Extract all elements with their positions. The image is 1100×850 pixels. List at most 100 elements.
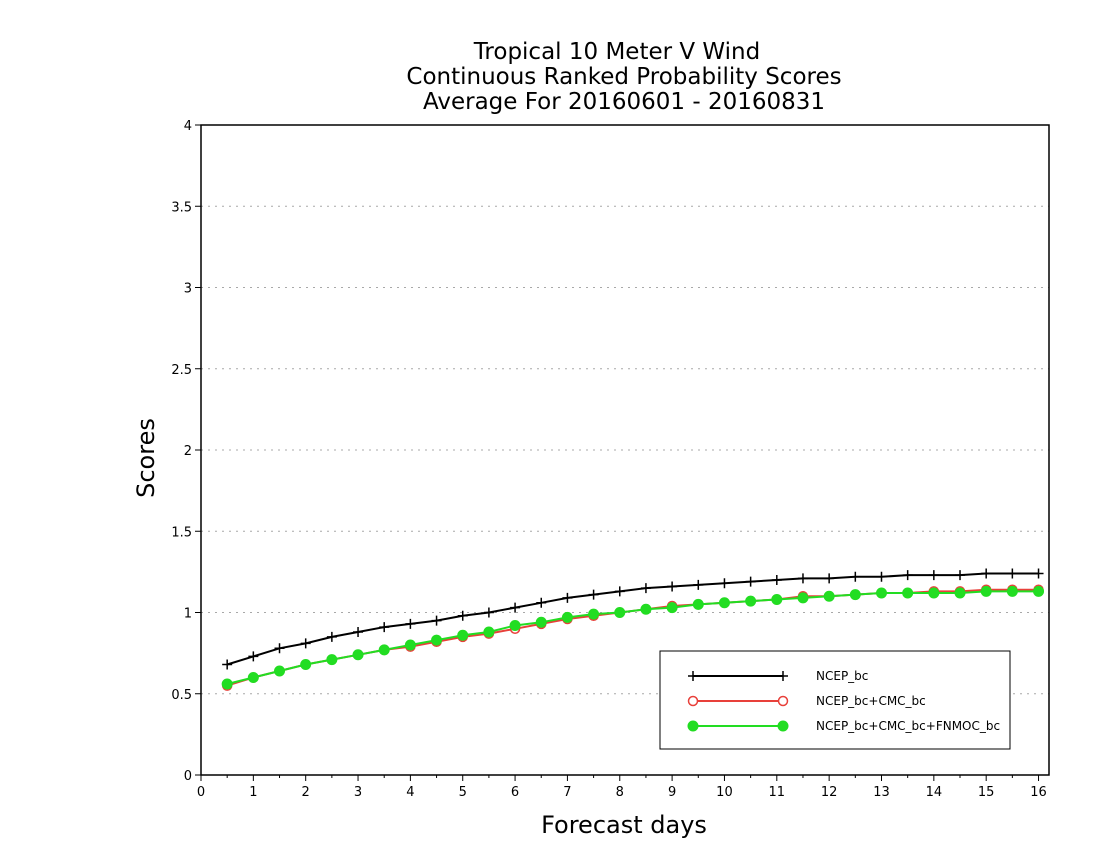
- x-tick-label: 8: [616, 785, 624, 800]
- plot-frame: [200, 124, 1050, 776]
- data-point: [718, 597, 730, 609]
- data-point: [876, 571, 887, 582]
- chart-subtitle-date-range: Average For 20160601 - 20160831: [423, 89, 825, 115]
- data-point: [248, 651, 259, 662]
- data-point: [849, 589, 861, 601]
- data-point: [614, 586, 625, 597]
- data-point: [222, 659, 233, 670]
- legend-marker: [777, 720, 789, 732]
- y-tick-label: 3: [184, 282, 192, 297]
- data-point: [1033, 585, 1045, 597]
- data-point: [561, 611, 573, 623]
- data-point: [771, 575, 782, 585]
- data-point: [509, 620, 521, 631]
- x-tick-label: 1: [249, 785, 257, 800]
- data-point: [483, 607, 494, 618]
- legend-entry-2: NCEP_bc+CMC_bc+FNMOC_bc: [687, 719, 1000, 733]
- legend-entry-0: NCEP_bc: [688, 669, 868, 683]
- data-point: [483, 626, 495, 638]
- data-point: [640, 583, 651, 594]
- data-point: [588, 608, 600, 620]
- data-point: [457, 629, 469, 641]
- legend-marker: [778, 671, 788, 681]
- data-point: [221, 678, 233, 690]
- x-tick-label: 4: [406, 785, 414, 800]
- y-axis-label: Scores: [132, 418, 160, 498]
- data-point: [326, 631, 337, 642]
- data-point: [326, 654, 338, 666]
- y-tick-label: 0.5: [171, 688, 192, 703]
- data-point: [457, 610, 468, 621]
- series-group: [221, 568, 1045, 691]
- data-point: [352, 649, 364, 661]
- data-point: [640, 603, 652, 615]
- data-point: [928, 587, 940, 599]
- data-point: [981, 568, 992, 579]
- data-point: [536, 597, 547, 608]
- legend-marker: [687, 720, 699, 732]
- x-tick-label: 7: [563, 785, 571, 800]
- data-point: [588, 589, 599, 600]
- data-point: [562, 592, 573, 603]
- x-tick-label: 11: [769, 785, 786, 800]
- data-point: [797, 573, 808, 584]
- y-tick-label: 4: [184, 119, 192, 134]
- data-point: [1007, 568, 1018, 579]
- data-point: [902, 570, 913, 581]
- data-point: [300, 659, 312, 670]
- data-point: [850, 571, 861, 582]
- data-point: [431, 634, 443, 646]
- legend-entry-1: NCEP_bc+CMC_bc: [687, 694, 926, 708]
- series-2: [221, 585, 1045, 690]
- data-point: [719, 578, 730, 589]
- data-point: [535, 616, 547, 628]
- y-tick-label: 2.5: [171, 363, 192, 378]
- y-tick-label: 1.5: [171, 525, 192, 540]
- data-point: [274, 643, 285, 654]
- data-point: [247, 672, 259, 683]
- data-point: [692, 598, 704, 610]
- legend-marker: [688, 671, 698, 681]
- legend-label: NCEP_bc+CMC_bc+FNMOC_bc: [816, 719, 1000, 733]
- x-tick-label: 0: [197, 785, 205, 800]
- y-tick-label: 0: [184, 769, 192, 784]
- data-point: [510, 602, 521, 613]
- data-point: [667, 581, 678, 592]
- x-tick-label: 5: [459, 785, 467, 800]
- y-axis-ticks: 0 0.5 1 1.5 2 2.5 3 3.5 4: [171, 119, 201, 784]
- data-point: [928, 570, 939, 581]
- x-tick-label: 14: [926, 785, 943, 800]
- legend-marker: [687, 695, 699, 707]
- data-point: [300, 638, 311, 649]
- data-point: [666, 602, 678, 614]
- chart-subtitle: Continuous Ranked Probability Scores: [406, 64, 841, 90]
- series-0: [222, 568, 1044, 670]
- legend: NCEP_bc NCEP_bc+CMC_bc NCEP_bc+CMC_bc+FNMO…: [659, 650, 1011, 750]
- data-point: [955, 570, 966, 581]
- data-point: [745, 576, 756, 587]
- legend-label: NCEP_bc: [816, 669, 868, 683]
- data-point: [378, 644, 390, 656]
- data-point: [353, 627, 364, 637]
- x-tick-label: 2: [302, 785, 310, 800]
- data-point: [797, 592, 809, 604]
- x-tick-label: 9: [668, 785, 676, 800]
- data-point: [875, 587, 887, 599]
- x-tick-label: 16: [1030, 785, 1047, 800]
- data-point: [404, 639, 416, 651]
- data-point: [824, 573, 835, 584]
- y-tick-label: 1: [184, 607, 192, 622]
- x-tick-label: 13: [873, 785, 890, 800]
- grid-lines: [201, 205, 1049, 695]
- data-point: [980, 585, 992, 597]
- data-point: [614, 607, 626, 618]
- data-point: [902, 587, 914, 599]
- data-point: [431, 615, 442, 626]
- x-tick-label: 12: [821, 785, 838, 800]
- data-point: [693, 579, 704, 590]
- legend-marker: [777, 695, 789, 707]
- y-tick-label: 2: [184, 444, 192, 459]
- x-tick-label: 10: [716, 785, 733, 800]
- data-point: [823, 590, 835, 602]
